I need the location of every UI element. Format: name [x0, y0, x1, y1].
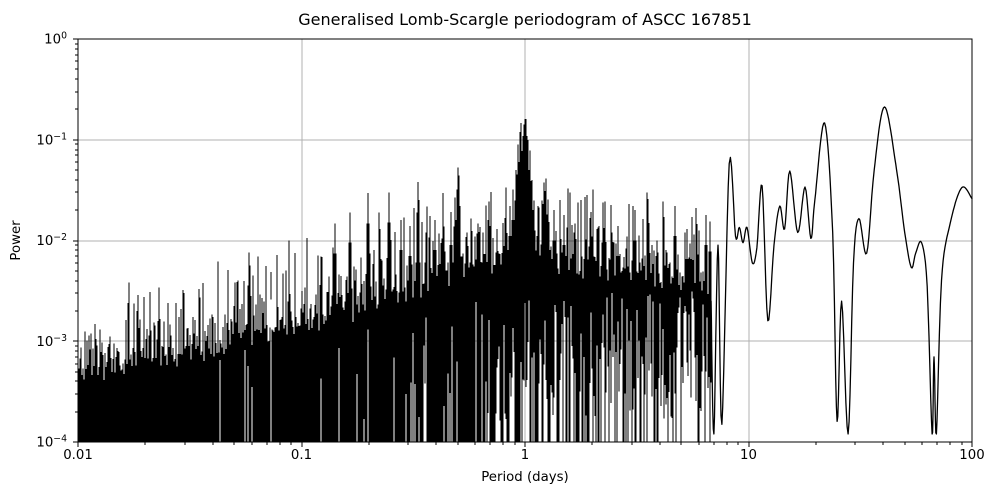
y-tick-label: 100 [44, 31, 67, 48]
y-tick-label: 10−2 [36, 232, 67, 249]
x-tick-labels: 0.01 0.1 1 10 100 [63, 448, 985, 463]
x-tick-label: 0.1 [291, 448, 312, 463]
x-tick-label: 100 [959, 448, 984, 463]
x-axis-label: Period (days) [481, 470, 568, 485]
x-tick-label: 0.01 [63, 448, 93, 463]
x-tick-label: 10 [740, 448, 757, 463]
periodogram-resolved-curve [710, 106, 973, 435]
y-axis-label: Power [9, 220, 24, 261]
y-tick-labels: 100 10−1 10−2 10−3 10−4 [36, 31, 67, 451]
axis-ticks [73, 38, 973, 447]
chart-title: Generalised Lomb-Scargle periodogram of … [298, 10, 752, 29]
y-tick-label: 10−4 [36, 434, 67, 451]
y-tick-label: 10−1 [36, 131, 67, 148]
x-tick-label: 1 [521, 448, 529, 463]
y-tick-label: 10−3 [36, 333, 67, 350]
